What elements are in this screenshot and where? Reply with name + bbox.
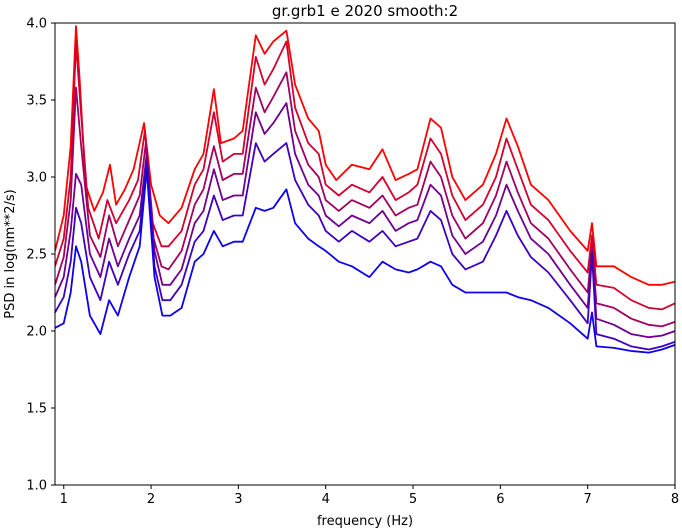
series-layer	[55, 25, 675, 354]
y-tick-label: 1.5	[26, 402, 47, 417]
series-line-5	[55, 142, 675, 351]
x-tick-label: 4	[322, 492, 330, 507]
series-line-2	[55, 40, 675, 311]
y-tick-label: 1.0	[26, 479, 47, 494]
y-tick-label: 3.0	[26, 171, 47, 186]
series-line-3	[55, 71, 675, 328]
x-tick-label: 5	[409, 492, 417, 507]
x-tick-label: 6	[496, 492, 504, 507]
x-tick-label: 3	[234, 492, 242, 507]
series-line-4	[55, 102, 675, 339]
x-tick-label: 8	[671, 492, 679, 507]
y-tick-label: 3.5	[26, 94, 47, 109]
y-tick-label: 2.0	[26, 325, 47, 340]
y-axis: 1.0 1.5 2.0 2.5 3.0 3.5 4.0	[26, 17, 55, 494]
series-line-1	[55, 25, 675, 286]
chart-title: gr.grb1 e 2020 smooth:2	[272, 2, 458, 20]
y-axis-label: PSD in log(nm**2/s)	[3, 189, 18, 319]
series-line-6	[55, 168, 675, 354]
x-axis-label: frequency (Hz)	[317, 514, 413, 529]
x-tick-label: 7	[584, 492, 592, 507]
y-tick-label: 4.0	[26, 17, 47, 32]
y-tick-label: 2.5	[26, 248, 47, 263]
x-axis: 1 2 3 4 5 6 7 8	[60, 485, 679, 507]
x-tick-label: 1	[60, 492, 68, 507]
x-tick-label: 2	[147, 492, 155, 507]
